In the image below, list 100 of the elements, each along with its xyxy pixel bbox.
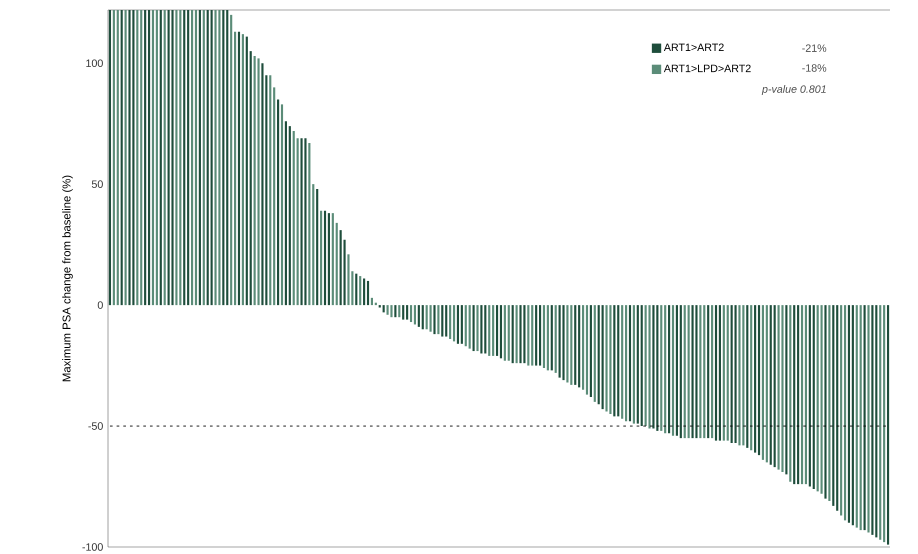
- bar: [390, 305, 393, 318]
- bar: [164, 10, 166, 306]
- bar: [582, 305, 584, 390]
- bar: [324, 210, 326, 306]
- bar: [875, 305, 878, 538]
- bar: [848, 305, 850, 523]
- bar: [578, 305, 580, 388]
- bar: [590, 305, 592, 398]
- bar: [628, 305, 632, 422]
- bar: [160, 10, 162, 306]
- bar: [468, 305, 471, 349]
- legend-label: ART1>ART2: [664, 44, 724, 51]
- bar: [570, 305, 572, 385]
- bar: [574, 305, 576, 385]
- bar: [340, 230, 342, 306]
- bar: [148, 10, 150, 306]
- bar: [187, 10, 190, 306]
- bar: [664, 305, 666, 434]
- bar: [179, 10, 182, 306]
- bar: [426, 305, 428, 330]
- bar: [343, 240, 346, 306]
- bar: [370, 298, 373, 306]
- bar: [730, 305, 733, 443]
- bar: [770, 305, 772, 465]
- bar: [676, 305, 678, 436]
- bar: [132, 10, 134, 306]
- y-axis-title: Maximum PSA change from baseline (%): [62, 176, 73, 382]
- bar: [437, 305, 440, 334]
- bar: [562, 305, 565, 380]
- bar: [531, 305, 534, 366]
- bar: [840, 305, 842, 516]
- bar: [386, 305, 389, 315]
- bar: [277, 99, 280, 306]
- legend-label: ART1>LPD>ART2: [664, 64, 751, 72]
- bar: [214, 10, 217, 306]
- bar: [402, 305, 404, 320]
- bar: [523, 305, 526, 364]
- bar: [374, 302, 377, 306]
- bar: [398, 305, 400, 318]
- bar: [261, 63, 264, 306]
- bar: [198, 10, 201, 306]
- bar: [797, 305, 800, 484]
- bar: [512, 305, 514, 364]
- y-tick-label: 50: [92, 180, 103, 188]
- bar: [476, 305, 479, 352]
- bar: [864, 305, 866, 530]
- bar: [433, 305, 436, 334]
- bar: [202, 10, 205, 306]
- bar: [300, 138, 303, 306]
- bar: [800, 305, 804, 484]
- bar: [152, 10, 154, 306]
- bar: [640, 305, 643, 426]
- bar: [781, 305, 784, 472]
- bar: [644, 305, 647, 426]
- bar: [168, 10, 170, 306]
- bar: [738, 305, 741, 446]
- bar: [488, 305, 490, 356]
- bar: [785, 305, 788, 474]
- bar: [586, 305, 588, 395]
- bar: [441, 305, 444, 337]
- bar: [452, 305, 456, 342]
- bar: [812, 305, 815, 489]
- bar: [668, 305, 670, 434]
- bar: [332, 213, 334, 306]
- bar: [124, 10, 127, 306]
- y-tick-label: 100: [86, 59, 103, 67]
- bar: [230, 14, 232, 306]
- bar: [602, 305, 604, 410]
- bar: [886, 305, 890, 545]
- bar: [516, 305, 518, 364]
- bar: [554, 305, 557, 373]
- y-tick-label: 0: [98, 301, 103, 309]
- bar: [508, 305, 510, 361]
- bar: [808, 305, 811, 487]
- bar: [609, 305, 612, 414]
- bar: [363, 278, 366, 306]
- bar: [238, 32, 240, 306]
- bar: [707, 305, 710, 438]
- bar: [519, 305, 522, 364]
- bar: [210, 10, 213, 306]
- bar: [136, 10, 138, 306]
- bar: [246, 36, 248, 306]
- bar: [112, 10, 115, 306]
- bar: [613, 305, 616, 416]
- bar: [156, 10, 158, 306]
- bar: [766, 305, 768, 462]
- bar: [328, 213, 330, 306]
- bar: [836, 305, 838, 511]
- bar: [492, 305, 494, 356]
- bar: [656, 305, 658, 431]
- bar: [351, 271, 354, 306]
- bar: [754, 305, 756, 453]
- bar: [257, 58, 260, 306]
- bar: [366, 280, 370, 306]
- bar: [804, 305, 808, 484]
- bar: [762, 305, 764, 460]
- bar: [359, 276, 362, 306]
- bar: [280, 104, 284, 306]
- bar: [422, 305, 424, 330]
- bar: [758, 305, 760, 456]
